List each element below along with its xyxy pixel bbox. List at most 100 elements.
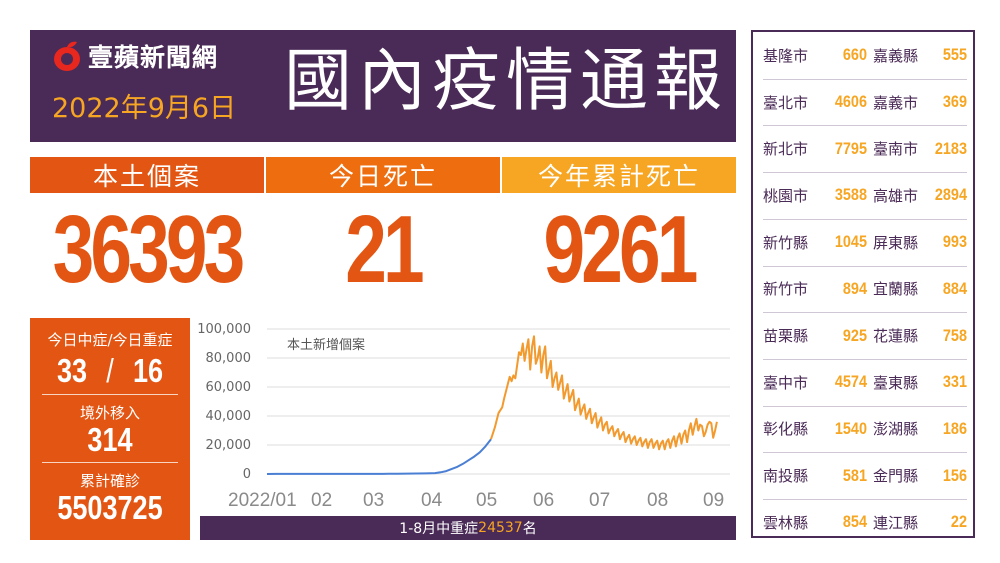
- stat-label-local-cases: 本土個案: [30, 157, 264, 193]
- y-tick-label: 0: [243, 467, 251, 482]
- city-count: 581: [842, 465, 867, 485]
- row-divider: [763, 499, 967, 500]
- moderate-count: 33: [56, 352, 88, 389]
- city-name: 連江縣: [873, 513, 919, 532]
- stat-label-deaths-year: 今年累計死亡: [502, 157, 736, 193]
- stat-value-deaths-today: 21: [345, 196, 424, 303]
- row-divider: [763, 265, 967, 267]
- x-tick-label: 07: [589, 490, 610, 511]
- city-name: 雲林縣: [763, 513, 809, 532]
- table-row: 臺北市 4606 嘉義市 369: [763, 79, 967, 126]
- critical-count: 16: [132, 352, 164, 389]
- row-divider: [763, 218, 967, 220]
- stat-value-deaths-year: 9261: [543, 196, 699, 303]
- table-row: 基隆市 660 嘉義縣 555: [763, 32, 967, 79]
- y-tick-label: 80,000: [206, 351, 252, 366]
- footer-suffix: 名: [522, 521, 537, 537]
- row-divider: [763, 358, 967, 360]
- severe-values: 33 / 16: [30, 352, 190, 392]
- city-count: 758: [942, 325, 967, 345]
- city-count: 1540: [834, 418, 867, 438]
- x-tick-label: 04: [421, 490, 443, 511]
- cumulative-label: 累計確診: [79, 472, 140, 490]
- city-count: 331: [942, 372, 967, 392]
- city-name: 臺東縣: [873, 373, 919, 392]
- row-divider: [763, 78, 967, 80]
- city-name: 桃園市: [763, 186, 809, 205]
- city-name: 彰化縣: [763, 420, 809, 439]
- city-count: 2183: [934, 138, 967, 158]
- city-name: 高雄市: [873, 186, 919, 205]
- page-title: 國內疫情通報: [284, 42, 729, 121]
- table-row: 彰化縣 1540 澎湖縣 186: [763, 406, 967, 453]
- city-name: 基隆市: [763, 46, 809, 65]
- city-name: 金門縣: [873, 467, 919, 486]
- report-date: 2022年9月6日: [52, 93, 237, 124]
- divider: [42, 462, 178, 463]
- row-divider: [763, 172, 967, 174]
- city-count: 186: [942, 418, 967, 438]
- severe-total-footer: 1-8月中重症 24537 名: [200, 516, 736, 540]
- city-name: 新北市: [763, 140, 809, 159]
- city-count: 660: [842, 45, 867, 65]
- table-row: 桃園市 3588 高雄市 2894: [763, 172, 967, 219]
- header-banner: [30, 30, 736, 142]
- city-name: 澎湖縣: [873, 420, 919, 439]
- table-row: 臺中市 4574 臺東縣 331: [763, 359, 967, 406]
- city-count: 4574: [834, 372, 867, 392]
- city-name: 臺南市: [873, 140, 919, 159]
- series-line: [266, 438, 492, 475]
- stat-label-deaths-today: 今日死亡: [266, 157, 500, 193]
- y-tick-label: 60,000: [206, 380, 252, 395]
- x-tick-label: 03: [363, 490, 384, 511]
- table-row: 雲林縣 854 連江縣 22: [763, 499, 967, 546]
- city-name: 南投縣: [763, 467, 809, 486]
- city-name: 屏東縣: [873, 233, 919, 252]
- severe-separator: /: [106, 352, 114, 389]
- cumulative-count: 5503725: [57, 489, 163, 526]
- city-name: 嘉義縣: [873, 46, 919, 65]
- x-tick-label: 02: [311, 490, 332, 511]
- imported-count: 314: [87, 421, 133, 458]
- chart-title: 本土新增個案: [287, 337, 365, 353]
- series-line: [490, 335, 718, 451]
- footer-prefix: 1-8月中重症: [399, 521, 479, 537]
- logo: 壹蘋新聞網: [50, 38, 218, 74]
- city-count: 4606: [834, 92, 867, 112]
- y-tick-label: 40,000: [206, 409, 252, 424]
- table-row: 南投縣 581 金門縣 156: [763, 452, 967, 499]
- city-count: 925: [842, 325, 867, 345]
- x-tick-label: 05: [476, 490, 497, 511]
- city-count: 3588: [834, 185, 867, 205]
- city-name: 臺中市: [763, 373, 809, 392]
- city-name: 臺北市: [763, 93, 809, 112]
- row-divider: [763, 452, 967, 454]
- imported-label: 境外移入: [79, 404, 140, 422]
- y-tick-label: 100,000: [197, 322, 251, 337]
- divider: [42, 394, 178, 395]
- table-row: 苗栗縣 925 花蓮縣 758: [763, 312, 967, 359]
- city-count: 1045: [834, 232, 867, 252]
- footer-number: 24537: [478, 520, 523, 536]
- city-name: 嘉義市: [873, 93, 919, 112]
- local-cases-chart: 100,000 80,000 60,000 40,000 20,000 0 2022/01…: [197, 322, 730, 511]
- city-cases-table: 基隆市 660 嘉義縣 555 臺北市 4606 嘉義市 369 新北市 7795 臺南市 2183 桃…: [751, 30, 975, 538]
- row-divider: [763, 405, 967, 407]
- city-count: 555: [942, 45, 967, 65]
- city-count: 369: [942, 92, 967, 112]
- table-row: 新北市 7795 臺南市 2183: [763, 125, 967, 172]
- city-name: 苗栗縣: [763, 327, 809, 346]
- city-count: 7795: [834, 138, 867, 158]
- x-tick-label: 2022/01: [228, 490, 297, 511]
- city-count: 993: [942, 232, 967, 252]
- severe-label: 今日中症/今日重症: [47, 331, 173, 349]
- city-count: 156: [942, 465, 967, 485]
- city-name: 花蓮縣: [873, 327, 919, 346]
- table-row: 新竹縣 1045 屏東縣 993: [763, 219, 967, 266]
- apple-logo-icon: [54, 41, 80, 71]
- row-divider: [763, 312, 967, 314]
- stat-value-local-cases: 36393: [52, 196, 246, 303]
- city-name: 新竹縣: [763, 233, 809, 252]
- city-count: 2894: [934, 185, 967, 205]
- row-divider: [763, 125, 967, 127]
